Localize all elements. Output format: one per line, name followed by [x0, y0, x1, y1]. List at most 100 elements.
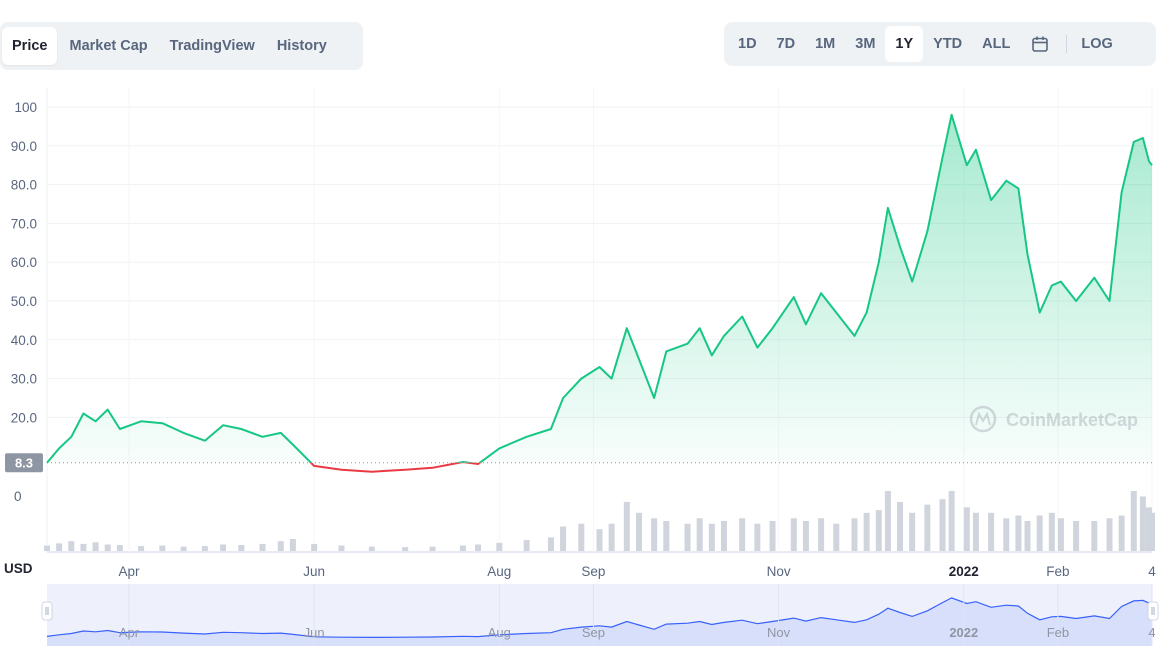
volume-bar: [972, 512, 979, 551]
y-tick-label: 80.0: [11, 178, 37, 193]
price-area-fill: [47, 114, 1152, 463]
volume-bar: [696, 518, 703, 551]
volume-bar: [496, 542, 503, 551]
tab-tradingview[interactable]: TradingView: [169, 38, 255, 54]
navigator-tick-label: Sep: [582, 625, 605, 640]
price-line-above-open: [46, 113, 1153, 463]
volume-bar: [459, 545, 466, 551]
range-1y-button[interactable]: 1Y: [885, 26, 924, 62]
volume-bar: [875, 510, 882, 551]
volume-bar: [180, 546, 187, 551]
volume-bar: [963, 507, 970, 551]
y-tick-label: 90.0: [11, 139, 37, 154]
volume-bar: [104, 544, 111, 551]
chart-tab-bar: Price Market Cap TradingView History: [0, 22, 363, 70]
range-ytd-button[interactable]: YTD: [933, 36, 963, 52]
y-tick-label: 50.0: [11, 294, 37, 309]
navigator-tick-label: Nov: [767, 625, 791, 640]
x-tick-label: Feb: [1046, 564, 1069, 579]
range-navigator[interactable]: Apr Jun Aug Sep Nov 2022 Feb 4: [41, 584, 1159, 646]
volume-bar: [80, 543, 87, 551]
volume-bar: [68, 541, 75, 551]
y-tick-label: 100: [14, 100, 37, 115]
volume-bar: [402, 547, 409, 551]
range-1m-button[interactable]: 1M: [815, 36, 836, 52]
volume-bar: [138, 546, 145, 551]
volume-bar: [116, 545, 123, 551]
volume-bar: [909, 512, 916, 551]
volume-bar: [1057, 518, 1064, 551]
coinmarketcap-watermark: CoinMarketCap: [969, 405, 1138, 433]
volume-bar: [948, 491, 955, 551]
navigator-right-handle[interactable]: [1147, 601, 1159, 621]
x-tick-label: 2022: [949, 564, 979, 579]
volume-bar: [663, 521, 670, 551]
log-scale-button[interactable]: LOG: [1081, 36, 1113, 52]
volume-bar: [790, 518, 797, 551]
volume-bar: [769, 521, 776, 551]
volume-bar: [802, 521, 809, 551]
calendar-icon[interactable]: [1020, 26, 1060, 62]
range-1d-button[interactable]: 1D: [738, 36, 757, 52]
navigator-tick-label: Jun: [304, 625, 325, 640]
x-tick-label: Nov: [767, 564, 791, 579]
time-range-bar: 1D 7D 1M 3M 1Y YTD ALL LOG: [724, 22, 1156, 66]
range-7d-button[interactable]: 7D: [776, 36, 796, 52]
volume-bar: [1118, 515, 1125, 551]
y-tick-label: 70.0: [11, 216, 37, 231]
volume-bar: [596, 529, 603, 551]
volume-bar: [851, 518, 858, 551]
tab-market-cap[interactable]: Market Cap: [69, 38, 148, 54]
y-tick-label: 60.0: [11, 255, 37, 270]
range-all-button[interactable]: ALL: [982, 36, 1011, 52]
volume-bar: [884, 491, 891, 551]
volume-bar: [1003, 518, 1010, 551]
volume-bar: [818, 518, 825, 551]
volume-bar: [1073, 521, 1080, 551]
open-price-label: 8.3: [15, 455, 33, 470]
navigator-tick-label: 4: [1148, 625, 1155, 640]
navigator-tick-label: Apr: [119, 625, 140, 640]
volume-bar: [863, 512, 870, 551]
volume-bar: [988, 512, 995, 551]
x-tick-label: Apr: [118, 564, 140, 579]
volume-bar: [368, 546, 375, 551]
x-tick-label: 4: [1148, 564, 1156, 579]
y-tick-label: 20.0: [11, 410, 37, 425]
navigator-left-handle[interactable]: [41, 601, 53, 621]
volume-bar: [44, 545, 50, 551]
volume-bar: [338, 545, 345, 551]
watermark-text: CoinMarketCap: [1006, 410, 1138, 430]
volume-bar: [220, 544, 227, 551]
volume-bar: [1130, 491, 1137, 551]
navigator-tick-label: Feb: [1047, 625, 1069, 640]
volume-bar: [720, 521, 727, 551]
tab-price[interactable]: Price: [2, 27, 58, 65]
volume-bar: [684, 523, 691, 551]
volume-bar: [560, 526, 567, 551]
volume-bar: [608, 523, 615, 551]
navigator-tick-label: 2022: [949, 625, 978, 640]
tab-history[interactable]: History: [276, 38, 327, 54]
volume-bar: [259, 543, 266, 551]
range-3m-button[interactable]: 3M: [855, 36, 876, 52]
x-tick-label: Aug: [487, 564, 511, 579]
volume-bar: [56, 543, 63, 551]
open-price-badge: 8.3: [5, 453, 43, 473]
volume-bar: [1015, 515, 1022, 551]
volume-bar: [739, 518, 746, 551]
volume-bar: [289, 539, 296, 551]
navigator-line: [46, 597, 1153, 639]
navigator-tick-label: Aug: [488, 625, 511, 640]
volume-bar: [1139, 496, 1146, 551]
volume-bar: [651, 518, 658, 551]
volume-bar: [578, 523, 585, 551]
volume-bar: [547, 537, 554, 551]
range-divider: [1066, 35, 1068, 53]
y-tick-label: 30.0: [11, 372, 37, 387]
volume-bar: [1048, 512, 1055, 551]
volume-bar: [159, 545, 166, 551]
volume-bar: [238, 545, 245, 551]
volume-bar: [475, 544, 482, 551]
